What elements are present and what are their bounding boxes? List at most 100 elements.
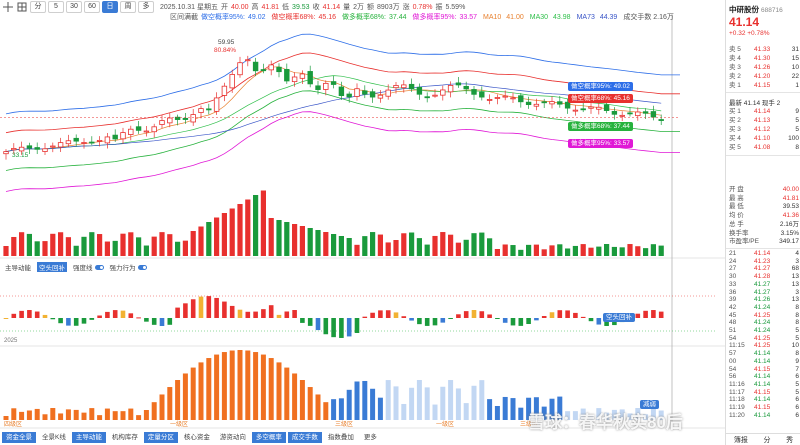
candle-body [432, 94, 438, 97]
distribution-bar [58, 413, 64, 420]
side-tab-2[interactable]: 秀 [786, 436, 794, 444]
tick-volume: 5 [795, 334, 799, 342]
tick-volume: 9 [795, 357, 799, 365]
buy-volume: 8 [795, 144, 799, 151]
volume-bar [416, 238, 422, 256]
volume-bar [237, 204, 243, 256]
volume-bar [159, 232, 165, 256]
period-button-minute[interactable]: 分 [30, 1, 46, 13]
stat-label: 开 盘 [729, 186, 744, 193]
sell-label: 卖 2 [729, 73, 741, 80]
crosshair-icon[interactable] [2, 1, 14, 13]
strength-line-toggle[interactable] [94, 264, 104, 270]
volume-bar [533, 244, 539, 256]
bottom-tab-9[interactable]: 指数叠加 [323, 431, 358, 443]
stat-row: 总 手 2.16万 [726, 221, 800, 229]
tick-price: 41.14 [754, 250, 771, 257]
distribution-bar [635, 408, 641, 420]
candle-body [463, 85, 469, 90]
volume-bar [510, 245, 516, 256]
volume-bar [315, 230, 321, 256]
legend-ma30: MA30 43.98 [530, 14, 574, 21]
volume-bar [42, 241, 48, 256]
side-tab-1[interactable]: 分 [763, 436, 771, 444]
bottom-tab-10[interactable]: 更多 [359, 431, 381, 443]
grid-icon[interactable] [16, 1, 28, 13]
volume-bar [635, 246, 641, 256]
period-button-day[interactable]: 日 [102, 1, 118, 13]
period-button-week[interactable]: 周 [120, 1, 136, 13]
legend-long95-label: 做多概率95%: [412, 14, 457, 21]
buy-row-5[interactable]: 买 5 41.08 8 [726, 144, 800, 152]
side-tab-0[interactable]: 簿报 [733, 436, 748, 444]
bottom-tab-4[interactable]: 定量分区 [143, 431, 178, 443]
momentum-bar [526, 318, 531, 325]
range-label[interactable]: 区间满截 [170, 14, 198, 21]
volume-bar [572, 245, 578, 256]
bottom-indicator-tabs: 资金全景 全景K线 主导动能 机构库存 定量分区 核心资金 游资动向 多空概率 成交手数 指数叠加… [0, 429, 725, 445]
sell-row-2[interactable]: 卖 2 41.20 22 [726, 73, 800, 81]
tick-time: 11:18 [729, 396, 745, 404]
bottom-tab-3[interactable]: 机构库存 [107, 431, 142, 443]
legend-long68-label: 做多概率68%: [342, 14, 386, 21]
distribution-bar [136, 415, 142, 420]
bottom-tab-2[interactable]: 主导动能 [71, 431, 106, 443]
sell-row-1[interactable]: 卖 1 41.15 1 [726, 82, 800, 90]
distribution-bar [221, 352, 227, 420]
candle-body [252, 61, 259, 72]
bottom-tab-8[interactable]: 成交手数 [287, 431, 322, 443]
tick-time: 57 [729, 350, 737, 358]
tick-price: 41.25 [754, 334, 771, 342]
bottom-tab-7[interactable]: 多空概率 [251, 431, 286, 443]
distribution-bar [502, 396, 508, 420]
legend-ma30-label: MA30 [529, 13, 549, 21]
volume-bar [565, 248, 571, 256]
buy-row-3[interactable]: 买 3 41.12 5 [726, 126, 800, 134]
candle-body [564, 101, 571, 109]
period-button-more[interactable]: 多 [138, 1, 154, 13]
candle-body [486, 99, 493, 101]
tick-volume: 5 [795, 327, 799, 334]
momentum-bar [573, 312, 578, 318]
sell-price: 41.30 [754, 55, 771, 62]
bottom-tab-6[interactable]: 游资动向 [215, 431, 250, 443]
tick-volume: 6 [795, 396, 799, 404]
tick-volume: 8 [795, 311, 799, 319]
candle-body [479, 91, 485, 98]
momentum-bar [183, 303, 188, 318]
stat-row: 最 低 39.53 [726, 203, 800, 211]
momentum-bar [144, 318, 149, 322]
tick-row: 51 41.24 5 [726, 327, 800, 335]
momentum-bar [175, 307, 180, 318]
candle-body [42, 148, 48, 152]
band-label-short68: 做空概率68%: 45.16 [568, 94, 633, 103]
candle-body [57, 142, 64, 148]
legend-long68: 做多概率68%: 37.44 [342, 12, 410, 22]
sell-row-3[interactable]: 卖 3 41.26 10 [726, 64, 800, 72]
ma73-line [5, 83, 662, 152]
indicator-main-momentum[interactable]: 主导动能 [5, 265, 31, 272]
momentum-bar [635, 313, 641, 318]
momentum-bar [580, 316, 586, 318]
bottom-tab-5[interactable]: 核心资金 [179, 431, 214, 443]
volume-bar [175, 241, 181, 256]
sell-row-5[interactable]: 卖 5 41.33 31 [726, 46, 800, 54]
momentum-bar [339, 318, 344, 338]
period-button-30min[interactable]: 30 [66, 1, 82, 13]
candle-body [245, 59, 251, 62]
bottom-tab-1[interactable]: 全景K线 [38, 431, 70, 443]
volume-bar [518, 249, 524, 256]
stat-value: 41.81 [782, 194, 799, 202]
buy-row-1[interactable]: 买 1 41.14 9 [726, 108, 800, 116]
buy-row-4[interactable]: 买 4 41.10 100 [726, 135, 800, 143]
period-button-60min[interactable]: 60 [84, 1, 100, 13]
buy-volume: 9 [795, 108, 799, 115]
period-button-5min[interactable]: 5 [48, 1, 64, 13]
strong-behavior-toggle[interactable] [137, 264, 147, 270]
sell-row-4[interactable]: 卖 4 41.30 15 [726, 55, 800, 63]
indicator-short-cover[interactable]: 空头回补 [37, 262, 67, 272]
bottom-tab-0[interactable]: 资金全景 [2, 431, 36, 443]
distribution-bar [619, 409, 625, 420]
buy-row-2[interactable]: 买 2 41.13 5 [726, 117, 800, 125]
